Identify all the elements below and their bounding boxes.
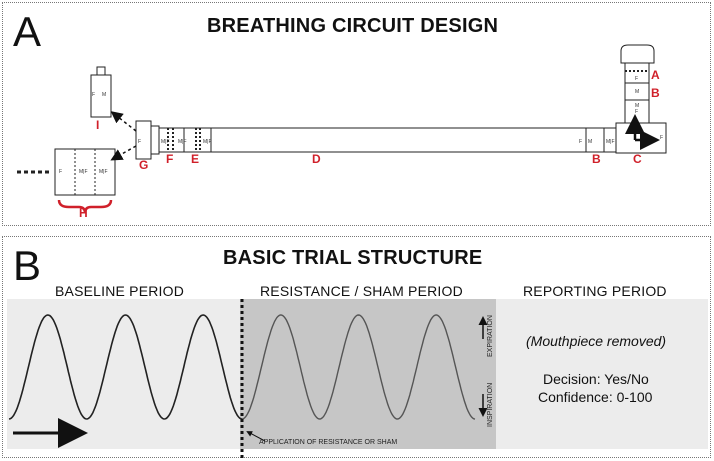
part-label-b-top: B <box>651 86 660 100</box>
breathing-circuit-diagram: F M F M|F M|F M|F F M M|F F F M M F F M|… <box>17 44 667 220</box>
application-label: APPLICATION OF RESISTANCE OR SHAM <box>259 439 397 446</box>
part-label-i: I <box>96 118 99 132</box>
arrow-to-i-icon <box>110 111 137 132</box>
t-junction-c <box>615 122 667 154</box>
label-mf-3: M|F <box>203 139 212 145</box>
part-label-e: E <box>191 152 199 166</box>
label-f-top: F <box>635 76 638 82</box>
part-label-c: C <box>633 152 642 166</box>
baseline-period-label: BASELINE PERIOD <box>55 283 185 299</box>
label-m-top: M <box>635 89 639 95</box>
expiration-label: EXPIRATION <box>487 315 494 357</box>
part-label-h: H <box>79 206 88 220</box>
panel-b-title: BASIC TRIAL STRUCTURE <box>223 247 483 269</box>
panel-b: B BASIC TRIAL STRUCTURE BASELINE PERIOD … <box>2 236 711 459</box>
baseline-region <box>7 299 240 449</box>
resistance-period-label: RESISTANCE / SHAM PERIOD <box>260 283 463 299</box>
breathing-wave-resistance <box>241 314 476 420</box>
label-mf-1: M|F <box>161 139 170 145</box>
mouthpiece <box>620 44 655 64</box>
label-mf-h1: M|F <box>79 169 88 175</box>
part-label-b: B <box>592 152 601 166</box>
application-pointer-icon <box>246 431 266 442</box>
valve-g-neck <box>150 125 160 155</box>
part-label-d: D <box>312 152 321 166</box>
label-f-i: F <box>92 92 95 98</box>
part-label-g: G <box>139 158 148 172</box>
label-f-c: F <box>660 135 663 141</box>
reporting-period-label: REPORTING PERIOD <box>523 283 667 299</box>
trial-timeline: EXPIRATION INSPIRATION APPLICATION OF RE… <box>7 299 708 459</box>
decision-line: Decision: Yes/No <box>543 371 649 387</box>
label-f-g: F <box>138 139 141 145</box>
label-mf-b: M|F <box>606 139 615 145</box>
panel-b-letter: B <box>13 242 42 289</box>
label-f-h: F <box>59 169 62 175</box>
label-m-i: M <box>102 92 106 98</box>
confidence-line: Confidence: 0-100 <box>538 389 653 405</box>
label-mf-2: M|F <box>178 139 187 145</box>
breathing-wave <box>8 314 243 420</box>
label-m-top-2: M <box>635 103 639 109</box>
label-m-b: M <box>588 139 592 145</box>
resistance-region <box>240 299 496 449</box>
label-mf-h2: M|F <box>99 169 108 175</box>
reporting-region <box>496 299 708 449</box>
component-i-top <box>96 66 106 76</box>
brace-h-icon <box>57 199 113 214</box>
reporting-note: (Mouthpiece removed) <box>526 333 667 349</box>
valve-block-h <box>54 148 116 196</box>
tube-d <box>210 127 617 153</box>
inspiration-label: INSPIRATION <box>487 383 494 427</box>
part-label-a: A <box>651 68 660 82</box>
label-f-top-2: F <box>635 109 638 115</box>
panel-a-title: BREATHING CIRCUIT DESIGN <box>207 15 499 37</box>
part-label-f: F <box>166 152 173 166</box>
arrow-to-h-icon <box>110 145 137 161</box>
panel-a-letter: A <box>13 8 42 55</box>
label-f-b: F <box>579 139 582 145</box>
panel-a: A BREATHING CIRCUIT DESIGN <box>2 2 711 226</box>
